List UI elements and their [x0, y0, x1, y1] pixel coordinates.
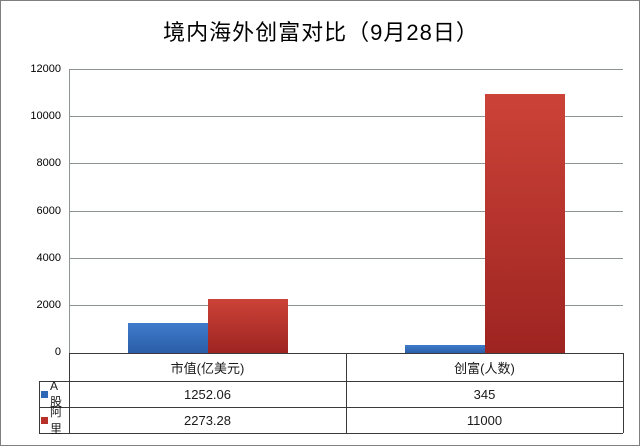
- legend-label: A股: [50, 378, 63, 409]
- table-value-cell: 2273.28: [184, 412, 231, 428]
- table-value-cell: 345: [473, 386, 496, 402]
- bar-阿里-市值(亿美元): [208, 299, 289, 353]
- table-border-line: [39, 407, 623, 408]
- table-border-line: [39, 381, 40, 433]
- table-header-cell: 市值(亿美元): [170, 360, 245, 376]
- legend-label: 阿里: [50, 405, 63, 436]
- gridline: [70, 257, 623, 259]
- data-table: 市值(亿美元) 创富(人数) A股 1252.06 345 阿里 2273.28 11000: [39, 353, 623, 436]
- y-axis-label: 10000: [30, 110, 61, 123]
- gridline: [70, 210, 623, 212]
- table-border-line: [346, 353, 347, 433]
- gridline: [70, 116, 623, 118]
- table-value-cell: 11000: [466, 412, 503, 428]
- legend-cell-阿里: 阿里: [39, 405, 69, 436]
- table-border-line: [39, 381, 623, 382]
- bar-A股-创富(人数): [404, 344, 485, 353]
- y-axis-label: 2000: [36, 298, 61, 311]
- table-header-cell: 创富(人数): [454, 360, 515, 376]
- legend-cell-A股: A股: [39, 378, 69, 409]
- gridline: [70, 304, 623, 306]
- table-border-line: [623, 353, 624, 433]
- y-axis-label: 6000: [36, 204, 61, 217]
- table-border-line: [39, 433, 623, 434]
- y-axis-label: 8000: [36, 157, 61, 170]
- y-axis: 0 2000 4000 6000 8000 10000 12000: [1, 63, 61, 358]
- y-axis-label: 0: [54, 346, 61, 358]
- legend-swatch: [41, 416, 48, 424]
- table-border-line: [69, 353, 70, 433]
- y-axis-label: 4000: [36, 251, 61, 264]
- plot-area: [69, 69, 623, 353]
- chart-title: 境内海外创富对比（9月28日）: [163, 20, 479, 45]
- gridline: [70, 163, 623, 165]
- table-value-cell: 1252.06: [184, 386, 231, 402]
- y-axis-label: 12000: [30, 63, 61, 75]
- bar-A股-市值(亿美元): [128, 323, 209, 353]
- gridline: [70, 69, 623, 70]
- bar-阿里-创富(人数): [484, 93, 565, 353]
- legend-swatch: [41, 390, 48, 398]
